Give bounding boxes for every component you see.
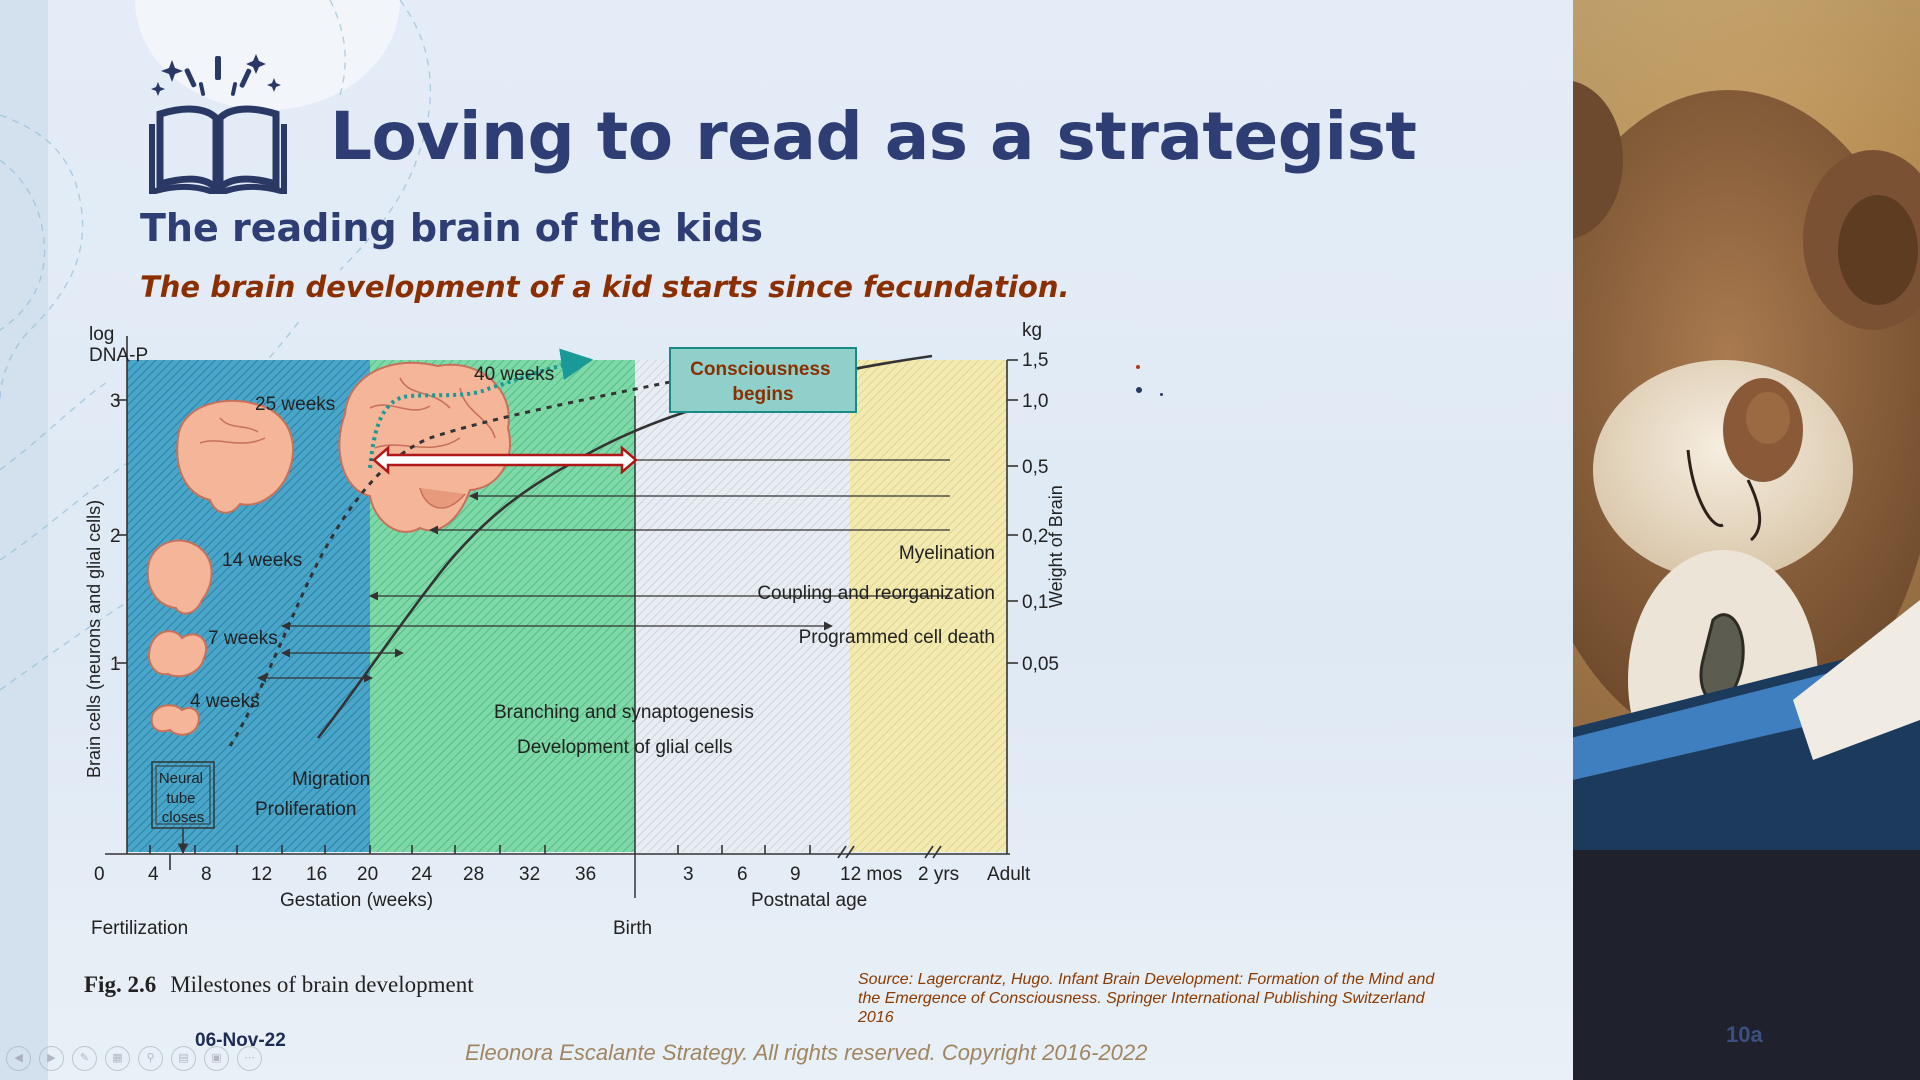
teddy-bear-photo: 10a [1573, 0, 1920, 1080]
x-tick: 8 [201, 864, 212, 885]
process-migration: Migration [292, 769, 370, 790]
x-tick: 36 [575, 864, 596, 885]
consciousness-box [669, 347, 857, 413]
x-tick: 12 mos [840, 864, 902, 885]
process-synaptogenesis: Branching and synaptogenesis [494, 702, 754, 723]
open-book-icon [149, 54, 287, 194]
left-strip [0, 0, 48, 1080]
left-tick-3: 3 [110, 391, 121, 412]
camera-icon[interactable]: ▣ [204, 1046, 229, 1071]
teddy-bear-image [1573, 0, 1920, 1080]
brain-label-14-weeks: 14 weeks [222, 550, 302, 571]
x-tick: 3 [683, 864, 694, 885]
x-tick: Adult [987, 864, 1031, 885]
slides-grid-icon[interactable]: ▦ [105, 1046, 130, 1071]
brain-label-25-weeks: 25 weeks [255, 394, 335, 415]
right-tick-0-1: 0,1 [1022, 592, 1048, 613]
brain-label-4-weeks: 4 weeks [190, 691, 260, 712]
x-tick: 6 [737, 864, 748, 885]
x-tick: 12 [251, 864, 272, 885]
brain-development-figure: log DNA-P Brain cells (neurons and glial… [84, 320, 1066, 939]
brain-4-weeks-icon [150, 704, 200, 736]
x-tick: 16 [306, 864, 327, 885]
x-tick: 9 [790, 864, 801, 885]
left-axis-top-label-1: log [89, 324, 114, 345]
brain-7-weeks-icon [148, 630, 207, 678]
brain-label-7-weeks: 7 weeks [208, 628, 278, 649]
postnatal-axis-label: Postnatal age [751, 890, 867, 911]
page-title: Loving to read as a strategist [330, 98, 1417, 175]
source-citation: Source: Lagercrantz, Hugo. Infant Brain … [858, 971, 1435, 1026]
left-tick-1: 1 [110, 654, 121, 675]
x-tick: 28 [463, 864, 484, 885]
slide-number: 10a [1726, 1022, 1763, 1047]
left-axis-top-label-2: DNA-P [89, 345, 148, 366]
process-myelination: Myelination [899, 543, 995, 564]
figure-caption: Fig. 2.6 Milestones of brain development [84, 972, 474, 998]
right-axis-title: Weight of Brain [1046, 485, 1066, 608]
brain-40-weeks-icon [338, 361, 511, 533]
pen-icon[interactable]: ✎ [72, 1046, 97, 1071]
fertilization-label: Fertilization [91, 918, 188, 939]
right-tick-0-2: 0,2 [1022, 526, 1048, 547]
right-tick-0-5: 0,5 [1022, 457, 1048, 478]
left-tick-2: 2 [110, 526, 121, 547]
gestation-axis-label: Gestation (weeks) [280, 890, 433, 911]
consciousness-label: Consciousness begins [690, 359, 836, 405]
region-infancy [635, 360, 850, 852]
subtitles-icon[interactable]: ▤ [171, 1046, 196, 1071]
slide-date: 06-Nov-22 [195, 1030, 286, 1051]
brain-14-weeks-icon [146, 539, 213, 615]
process-glial-cells: Development of glial cells [517, 737, 732, 758]
page-subtitle: The reading brain of the kids [140, 206, 763, 250]
process-proliferation: Proliferation [255, 799, 356, 820]
tagline: The brain development of a kid starts si… [140, 270, 1070, 304]
right-tick-1-5: 1,5 [1022, 350, 1048, 371]
birth-label: Birth [613, 918, 652, 939]
brain-25-weeks-icon [176, 399, 295, 514]
x-tick: 24 [411, 864, 433, 885]
previous-slide-icon[interactable]: ◀ [6, 1046, 31, 1071]
right-tick-0-05: 0,05 [1022, 654, 1059, 675]
brain-label-40-weeks: 40 weeks [474, 364, 554, 385]
figure-caption-label: Fig. 2.6 [84, 972, 157, 997]
neural-tube-label: Neural tube closes [159, 770, 207, 826]
right-axis-unit: kg [1022, 320, 1042, 341]
figure-caption-text: Milestones of brain development [170, 972, 474, 997]
next-slide-icon[interactable]: ▶ [39, 1046, 64, 1071]
x-tick: 0 [94, 864, 105, 885]
myelination-gestation-arrow [372, 445, 638, 475]
copyright-notice: Eleonora Escalante Strategy. All rights … [465, 1040, 1148, 1065]
slide: Loving to read as a strategist The readi… [0, 0, 1573, 1080]
process-coupling: Coupling and reorganization [757, 583, 995, 604]
x-tick: 20 [357, 864, 378, 885]
more-options-icon[interactable]: ⋯ [237, 1046, 262, 1071]
x-tick: 4 [148, 864, 159, 885]
region-childhood [850, 360, 1007, 852]
process-cell-death: Programmed cell death [799, 627, 995, 648]
x-tick: 2 yrs [918, 864, 959, 885]
right-tick-1-0: 1,0 [1022, 391, 1048, 412]
left-axis-title: Brain cells (neurons and glial cells) [84, 500, 104, 778]
slideshow-controls[interactable]: ◀ ▶ ✎ ▦ ⚲ ▤ ▣ ⋯ [6, 1046, 262, 1071]
x-tick: 32 [519, 864, 540, 885]
zoom-icon[interactable]: ⚲ [138, 1046, 163, 1071]
